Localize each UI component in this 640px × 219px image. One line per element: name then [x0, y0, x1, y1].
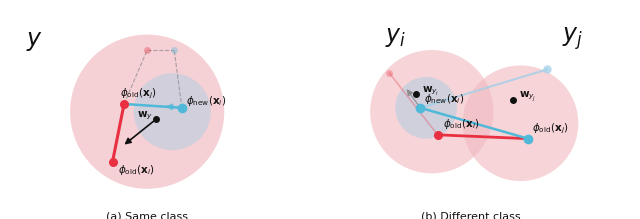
- Text: $\phi_{\rm old}(\mathbf{x}_j)$: $\phi_{\rm old}(\mathbf{x}_j)$: [120, 87, 157, 101]
- Circle shape: [463, 65, 579, 181]
- Text: $\phi_{\rm old}(\mathbf{x}_j)$: $\phi_{\rm old}(\mathbf{x}_j)$: [532, 121, 568, 136]
- Text: $\mathbf{w}_{y_i}$: $\mathbf{w}_{y_i}$: [422, 85, 440, 97]
- Text: $\mathbf{w}_{y_j}$: $\mathbf{w}_{y_j}$: [518, 90, 536, 104]
- Circle shape: [134, 73, 211, 150]
- Text: $\phi_{\rm old}(\mathbf{x}_i)$: $\phi_{\rm old}(\mathbf{x}_i)$: [118, 163, 155, 177]
- Text: (b) Different class: (b) Different class: [420, 212, 520, 219]
- Text: $y_i$: $y_i$: [385, 25, 406, 49]
- Circle shape: [370, 50, 493, 173]
- Text: $\phi_{\rm new}(\mathbf{x}_i)$: $\phi_{\rm new}(\mathbf{x}_i)$: [186, 94, 226, 108]
- Text: $y_j$: $y_j$: [561, 25, 583, 52]
- Text: $y$: $y$: [26, 29, 43, 53]
- Text: $\phi_{\rm old}(\mathbf{x}_i)$: $\phi_{\rm old}(\mathbf{x}_i)$: [444, 117, 480, 131]
- Text: $\mathbf{w}_y$: $\mathbf{w}_y$: [136, 110, 153, 122]
- Text: (a) Same class: (a) Same class: [106, 212, 188, 219]
- Text: $\phi_{\rm new}(\mathbf{x}_i)$: $\phi_{\rm new}(\mathbf{x}_i)$: [424, 92, 465, 106]
- Circle shape: [396, 77, 457, 139]
- Circle shape: [70, 35, 224, 189]
